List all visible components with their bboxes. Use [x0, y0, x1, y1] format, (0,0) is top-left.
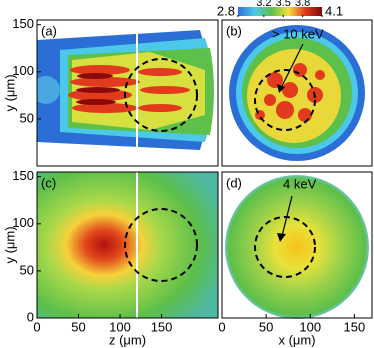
panel-frame	[36, 19, 219, 167]
y-axis-label: y (μm)	[2, 74, 17, 111]
x-tick-label: 150	[344, 319, 366, 334]
heatmap-a	[37, 20, 214, 166]
y-tick-label: 150	[12, 168, 34, 183]
panel-label: (c)	[41, 175, 56, 190]
x-tick-label: 0	[218, 319, 225, 334]
x-axis-label: z (μm)	[109, 332, 146, 347]
annotation: > 10 keV	[272, 26, 324, 41]
y-tick-label: 100	[12, 215, 34, 230]
colorbar-label: 3.2	[256, 0, 271, 9]
heatmap-b	[229, 25, 365, 161]
annotation: 4 keV	[283, 176, 317, 191]
colorbar-label: 2.8	[217, 3, 235, 18]
x-tick-label: 100	[109, 319, 131, 334]
x-axis-label: x (μm)	[278, 332, 315, 347]
x-tick-label: 0	[33, 319, 40, 334]
y-axis-label: y (μm)	[2, 226, 17, 263]
panel-frame	[36, 171, 219, 319]
colorbar-label: 3.5	[276, 0, 291, 9]
y-tick-label: 150	[12, 16, 34, 31]
y-tick-label: 50	[20, 110, 34, 125]
colorbar-label: 3.8	[295, 0, 310, 9]
colorbar	[238, 7, 322, 16]
heatmap-c	[37, 172, 218, 318]
x-tick-label: 50	[71, 319, 85, 334]
y-tick-label: 100	[12, 63, 34, 78]
y-tick-label: 50	[20, 262, 34, 277]
x-tick-label: 50	[259, 319, 273, 334]
colorbar-label: 4.1	[325, 3, 343, 18]
y-tick-label: 0	[27, 309, 34, 324]
panel-label: (a)	[41, 23, 57, 38]
panel-label: (b)	[226, 23, 242, 38]
x-tick-label: 150	[151, 319, 173, 334]
panel-frame	[221, 171, 373, 319]
panel-label: (d)	[226, 175, 242, 190]
heatmap-d	[225, 175, 369, 319]
x-tick-label: 100	[299, 319, 321, 334]
panel-frame	[221, 19, 373, 167]
